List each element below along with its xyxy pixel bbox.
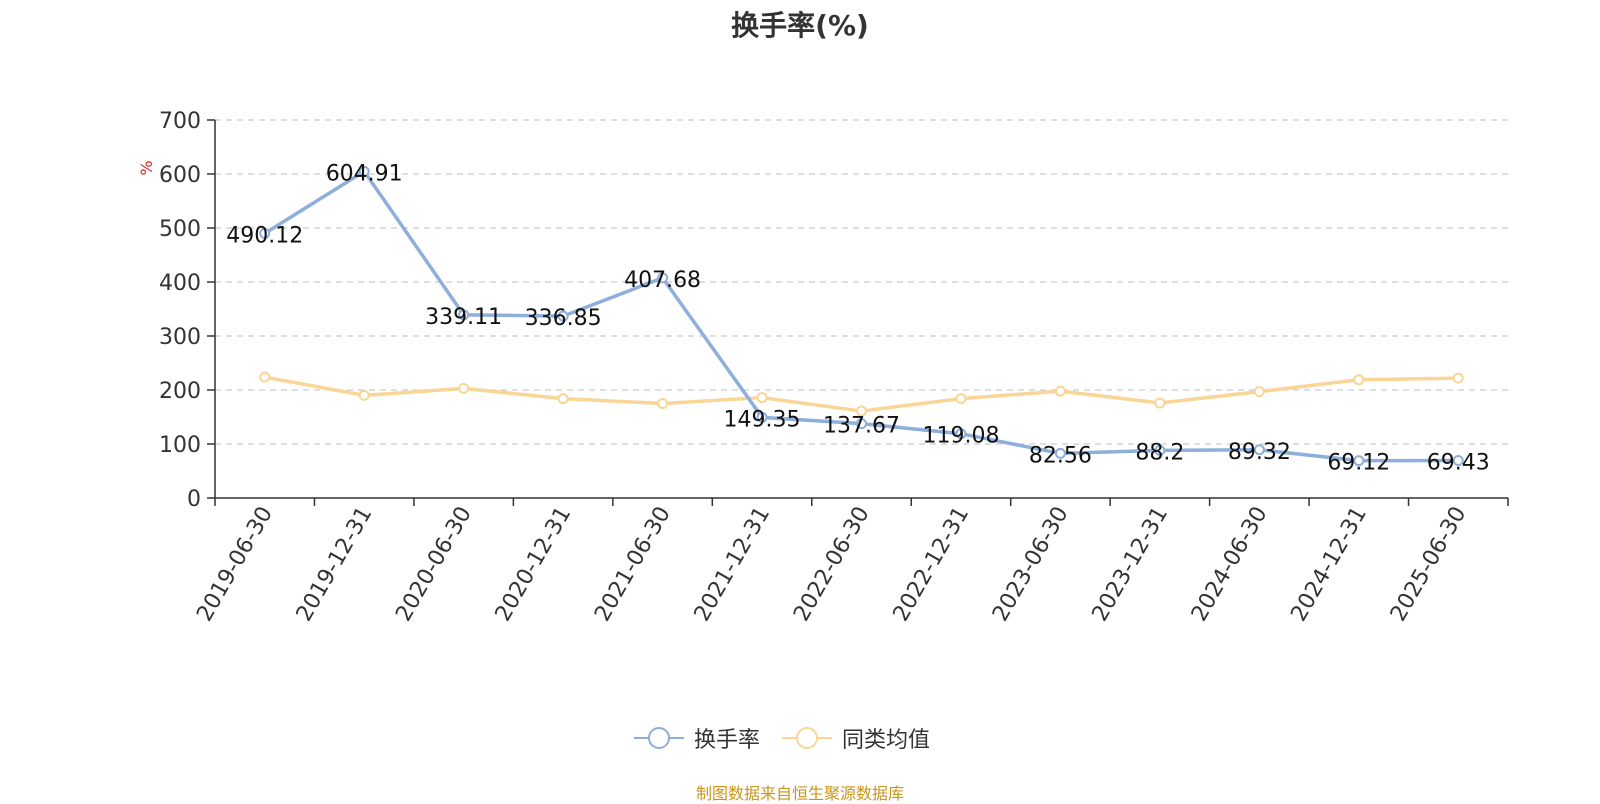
data-label: 89.32 xyxy=(1228,440,1291,465)
x-tick-label: 2022-12-31 xyxy=(889,503,975,626)
y-axis-label: % xyxy=(137,160,156,175)
point-peer-average xyxy=(856,405,867,417)
grid-lines xyxy=(215,119,1508,445)
data-label: 490.12 xyxy=(226,223,303,248)
point-peer-average xyxy=(1253,386,1265,398)
data-label: 69.12 xyxy=(1327,451,1390,476)
point-peer-average xyxy=(657,398,669,409)
point-turnover xyxy=(657,272,669,284)
point-peer-average xyxy=(458,382,470,394)
y-tick-label: 100 xyxy=(159,433,201,458)
data-label: 137.67 xyxy=(823,414,900,439)
y-tick-label: 0 xyxy=(187,487,201,512)
x-tick-label: 2023-06-30 xyxy=(988,503,1074,626)
data-label: 149.35 xyxy=(724,407,801,432)
legend-item-turnover[interactable]: 换手率 xyxy=(634,722,760,754)
point-peer-average xyxy=(1154,397,1166,409)
x-tick-label: 2020-06-30 xyxy=(391,502,477,625)
x-tick-label: 2019-06-30 xyxy=(192,503,278,626)
point-turnover xyxy=(458,309,470,321)
legend-label-turnover: 换手率 xyxy=(694,728,761,753)
legend-label-peer-average: 同类均值 xyxy=(842,728,931,753)
y-tick-label: 400 xyxy=(159,271,201,296)
point-turnover xyxy=(756,411,768,423)
point-turnover xyxy=(1452,455,1464,467)
legend: 换手率 同类均值 xyxy=(0,722,1600,762)
point-peer-average xyxy=(955,393,967,405)
source-note: 制图数据来自恒生聚源数据库 xyxy=(695,784,904,803)
x-tick-label: 2024-06-30 xyxy=(1187,503,1273,626)
x-tick-label: 2019-12-31 xyxy=(292,503,378,626)
point-peer-average xyxy=(1452,372,1464,384)
legend-swatch-turnover xyxy=(634,722,684,754)
point-turnover xyxy=(1353,455,1365,467)
point-turnover xyxy=(1054,447,1066,459)
point-peer-average xyxy=(557,393,569,405)
point-peer-average xyxy=(259,371,271,383)
point-turnover xyxy=(1154,444,1166,456)
y-tick-label: 600 xyxy=(159,163,201,188)
point-turnover xyxy=(955,428,967,440)
y-tick-label: 500 xyxy=(159,217,201,242)
y-tick-label: 700 xyxy=(159,109,201,134)
x-tick-label: 2021-12-31 xyxy=(690,503,776,626)
x-tick-label: 2021-06-30 xyxy=(590,503,676,626)
point-turnover xyxy=(856,418,867,430)
point-peer-average xyxy=(756,392,768,404)
point-peer-average xyxy=(1054,385,1066,397)
data-label: 407.68 xyxy=(624,268,701,293)
data-label: 604.91 xyxy=(326,161,403,186)
point-turnover xyxy=(259,227,271,239)
y-tick-label: 200 xyxy=(159,379,201,404)
data-label: 339.11 xyxy=(425,305,502,330)
point-peer-average xyxy=(358,389,370,401)
x-tick-label: 2020-12-31 xyxy=(491,503,577,626)
x-tick-label: 2022-06-30 xyxy=(789,503,875,626)
series-lines xyxy=(259,165,1464,467)
legend-item-peer-average[interactable]: 同类均值 xyxy=(782,722,930,754)
point-turnover xyxy=(1253,444,1265,456)
chart-title: 换手率(%) xyxy=(731,9,869,42)
data-label: 82.56 xyxy=(1029,443,1092,468)
y-tick-label: 300 xyxy=(159,325,201,350)
point-turnover xyxy=(557,310,569,322)
legend-swatch-peer-average xyxy=(782,722,832,754)
data-label: 119.08 xyxy=(922,424,999,449)
x-tick-label: 2024-12-31 xyxy=(1286,503,1372,626)
data-label: 336.85 xyxy=(525,306,602,331)
x-tick-label: 2023-12-31 xyxy=(1088,503,1174,626)
point-peer-average xyxy=(1353,374,1365,386)
data-label: 88.2 xyxy=(1135,440,1184,465)
x-tick-label: 2025-06-30 xyxy=(1386,503,1472,626)
data-label: 69.43 xyxy=(1427,451,1490,476)
data-labels: 490.12 604.91 339.11 336.85 407.68 149.35 137.… xyxy=(226,161,1490,475)
point-turnover xyxy=(358,165,370,177)
